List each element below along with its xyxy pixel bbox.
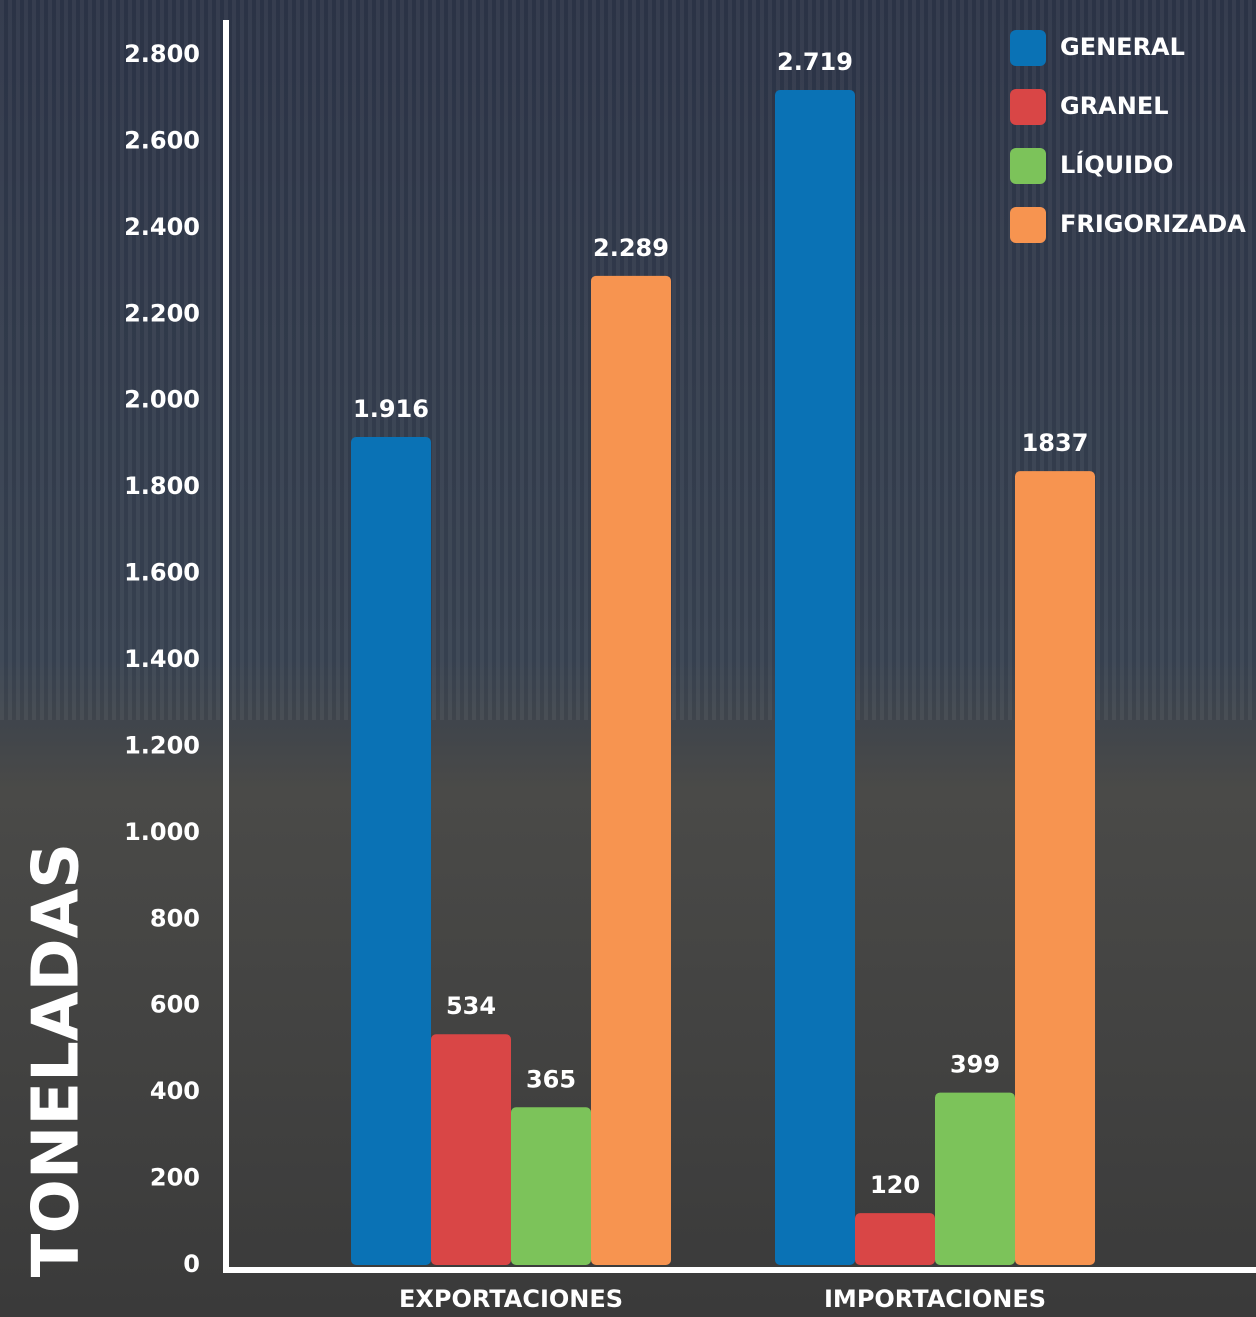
bar: [591, 275, 671, 1265]
y-tick-label: 1.400: [124, 645, 200, 673]
y-tick-label: 200: [150, 1164, 200, 1192]
y-axis-title: TONELADAS: [20, 843, 94, 1277]
y-tick-label: 1.200: [124, 731, 200, 759]
bar: [1015, 471, 1095, 1265]
y-tick-label: 1.000: [124, 818, 200, 846]
y-tick-label: 2.600: [124, 126, 200, 154]
bar: [775, 90, 855, 1266]
y-tick-label: 1.800: [124, 472, 200, 500]
value-label: 2.289: [593, 234, 669, 262]
legend-swatch: [1010, 148, 1046, 184]
y-tick-label: 2.000: [124, 386, 200, 414]
value-label: 1837: [1022, 429, 1089, 457]
value-label: 534: [446, 992, 496, 1020]
y-tick-label: 2.200: [124, 299, 200, 327]
y-tick-label: 2.400: [124, 213, 200, 241]
legend-label: GENERAL: [1060, 33, 1185, 61]
value-label: 1.916: [353, 395, 429, 423]
bar: [351, 437, 431, 1265]
bar: [431, 1034, 511, 1265]
y-tick-label: 600: [150, 991, 200, 1019]
legend-swatch: [1010, 30, 1046, 66]
legend-label: LÍQUIDO: [1060, 150, 1173, 179]
legend-label: FRIGORIZADA: [1060, 210, 1246, 238]
bar: [855, 1213, 935, 1265]
bar: [511, 1107, 591, 1265]
y-tick-label: 400: [150, 1077, 200, 1105]
value-label: 120: [870, 1171, 920, 1199]
legend-swatch: [1010, 207, 1046, 243]
x-tick-label: IMPORTACIONES: [824, 1285, 1046, 1313]
x-tick-label: EXPORTACIONES: [399, 1285, 623, 1313]
y-tick-label: 800: [150, 904, 200, 932]
bar: [935, 1092, 1015, 1265]
value-label: 2.719: [777, 48, 853, 76]
value-label: 399: [950, 1051, 1000, 1079]
y-tick-label: 0: [183, 1250, 200, 1278]
y-tick-label: 2.800: [124, 40, 200, 68]
legend-label: GRANEL: [1060, 92, 1169, 120]
y-tick-label: 1.600: [124, 559, 200, 587]
legend-swatch: [1010, 89, 1046, 125]
value-label: 365: [526, 1065, 576, 1093]
